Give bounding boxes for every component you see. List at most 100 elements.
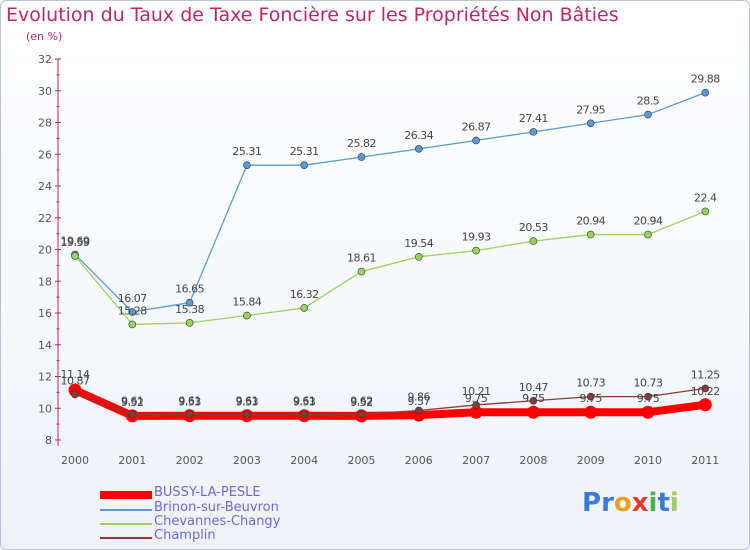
data-point — [128, 320, 137, 329]
y-tick-label: 32 — [38, 53, 52, 66]
legend-swatch — [100, 523, 152, 525]
data-label: 9.62 — [350, 394, 373, 407]
data-label: 26.87 — [462, 120, 491, 133]
data-label: 10.87 — [61, 374, 90, 387]
x-tick-label: 2009 — [577, 454, 605, 467]
data-point — [128, 410, 137, 419]
y-tick-label: 20 — [38, 244, 52, 257]
series-line-champlin — [74, 387, 706, 416]
data-label: 16.65 — [175, 283, 204, 296]
data-point — [300, 304, 309, 312]
legend-label: Champlin — [154, 528, 216, 543]
y-tick-label: 16 — [38, 307, 52, 320]
data-point — [701, 88, 710, 97]
data-label: 9.57 — [408, 395, 431, 408]
x-tick-label: 2010 — [634, 454, 662, 467]
data-label: 10.21 — [462, 385, 491, 398]
data-label: 20.94 — [634, 215, 663, 228]
data-point — [529, 128, 538, 136]
data-label: 9.75 — [637, 392, 660, 405]
y-tick-label: 30 — [38, 85, 52, 98]
data-label: 26.34 — [404, 129, 433, 142]
data-label: 10.22 — [691, 385, 720, 398]
data-label: 19.59 — [61, 236, 90, 249]
y-tick-label: 8 — [45, 434, 52, 447]
data-label: 19.54 — [404, 237, 433, 250]
data-label: 27.95 — [576, 103, 605, 116]
data-point — [243, 311, 251, 320]
data-label: 16.07 — [118, 292, 147, 305]
data-point — [586, 230, 595, 239]
data-label: 9.86 — [408, 390, 431, 403]
y-tick-label: 14 — [38, 339, 52, 352]
data-point — [357, 153, 366, 161]
y-tick-label: 24 — [38, 180, 52, 193]
data-label: 15.38 — [175, 303, 204, 316]
data-point — [243, 161, 251, 170]
data-point — [472, 136, 480, 145]
data-label: 9.52 — [350, 396, 373, 409]
data-point — [701, 384, 710, 393]
data-point — [300, 410, 309, 419]
x-tick-label: 2007 — [462, 454, 490, 467]
data-point — [185, 410, 194, 419]
x-tick-label: 2011 — [691, 454, 719, 467]
data-point — [71, 390, 79, 399]
data-point — [529, 237, 538, 245]
chart-unit-label: (en %) — [26, 30, 63, 43]
legend-swatch — [100, 537, 152, 539]
chart-title: Evolution du Taux de Taxe Foncière sur l… — [6, 4, 619, 26]
x-tick-label: 2000 — [61, 454, 89, 467]
data-label: 9.75 — [522, 392, 545, 405]
y-tick-label: 22 — [38, 212, 52, 225]
x-tick-label: 2006 — [405, 454, 433, 467]
x-tick-label: 2008 — [519, 454, 547, 467]
data-point — [185, 319, 194, 327]
data-point — [529, 396, 538, 405]
data-label: 11.25 — [691, 368, 720, 381]
data-point — [584, 405, 598, 419]
data-label: 9.61 — [293, 394, 316, 407]
data-label: 20.94 — [576, 215, 605, 228]
data-label: 9.52 — [121, 396, 144, 409]
data-label: 9.61 — [236, 394, 259, 407]
data-label: 10.47 — [519, 381, 548, 394]
legend-swatch — [100, 509, 152, 511]
legend-label: BUSSY-LA-PESLE — [154, 485, 261, 500]
data-label: 16.32 — [290, 288, 319, 301]
data-label: 25.31 — [232, 145, 261, 158]
data-point — [472, 246, 480, 255]
data-point — [586, 119, 595, 128]
x-tick-label: 2005 — [348, 454, 376, 467]
data-label: 27.41 — [519, 112, 548, 125]
data-label: 19.93 — [462, 231, 491, 244]
data-point — [698, 398, 712, 412]
data-label: 10.73 — [576, 377, 605, 390]
data-label: 20.53 — [519, 221, 548, 234]
x-tick-label: 2003 — [233, 454, 261, 467]
data-label: 11.14 — [61, 368, 90, 381]
y-tick-label: 18 — [38, 275, 52, 288]
data-label: 15.84 — [232, 296, 261, 309]
y-tick-label: 26 — [38, 148, 52, 161]
proxiti-logo: Proxiti — [582, 488, 679, 518]
data-label: 15.28 — [118, 304, 147, 317]
y-tick-label: 28 — [38, 117, 52, 130]
x-tick-label: 2001 — [118, 454, 146, 467]
data-label: 10.73 — [634, 377, 663, 390]
data-label: 9.53 — [178, 396, 201, 409]
data-point — [644, 230, 652, 239]
data-point — [526, 405, 540, 419]
data-label: 18.61 — [347, 252, 376, 265]
data-point — [701, 207, 710, 216]
data-point — [414, 406, 423, 415]
data-label: 9.75 — [579, 392, 602, 405]
legend-label: Brinon-sur-Beuvron — [154, 500, 279, 515]
legend-label: Chevannes-Changy — [154, 514, 281, 529]
data-point — [472, 401, 480, 409]
data-point — [185, 298, 194, 307]
data-point — [243, 410, 251, 419]
data-label: 25.31 — [290, 145, 319, 158]
data-point — [644, 392, 652, 401]
